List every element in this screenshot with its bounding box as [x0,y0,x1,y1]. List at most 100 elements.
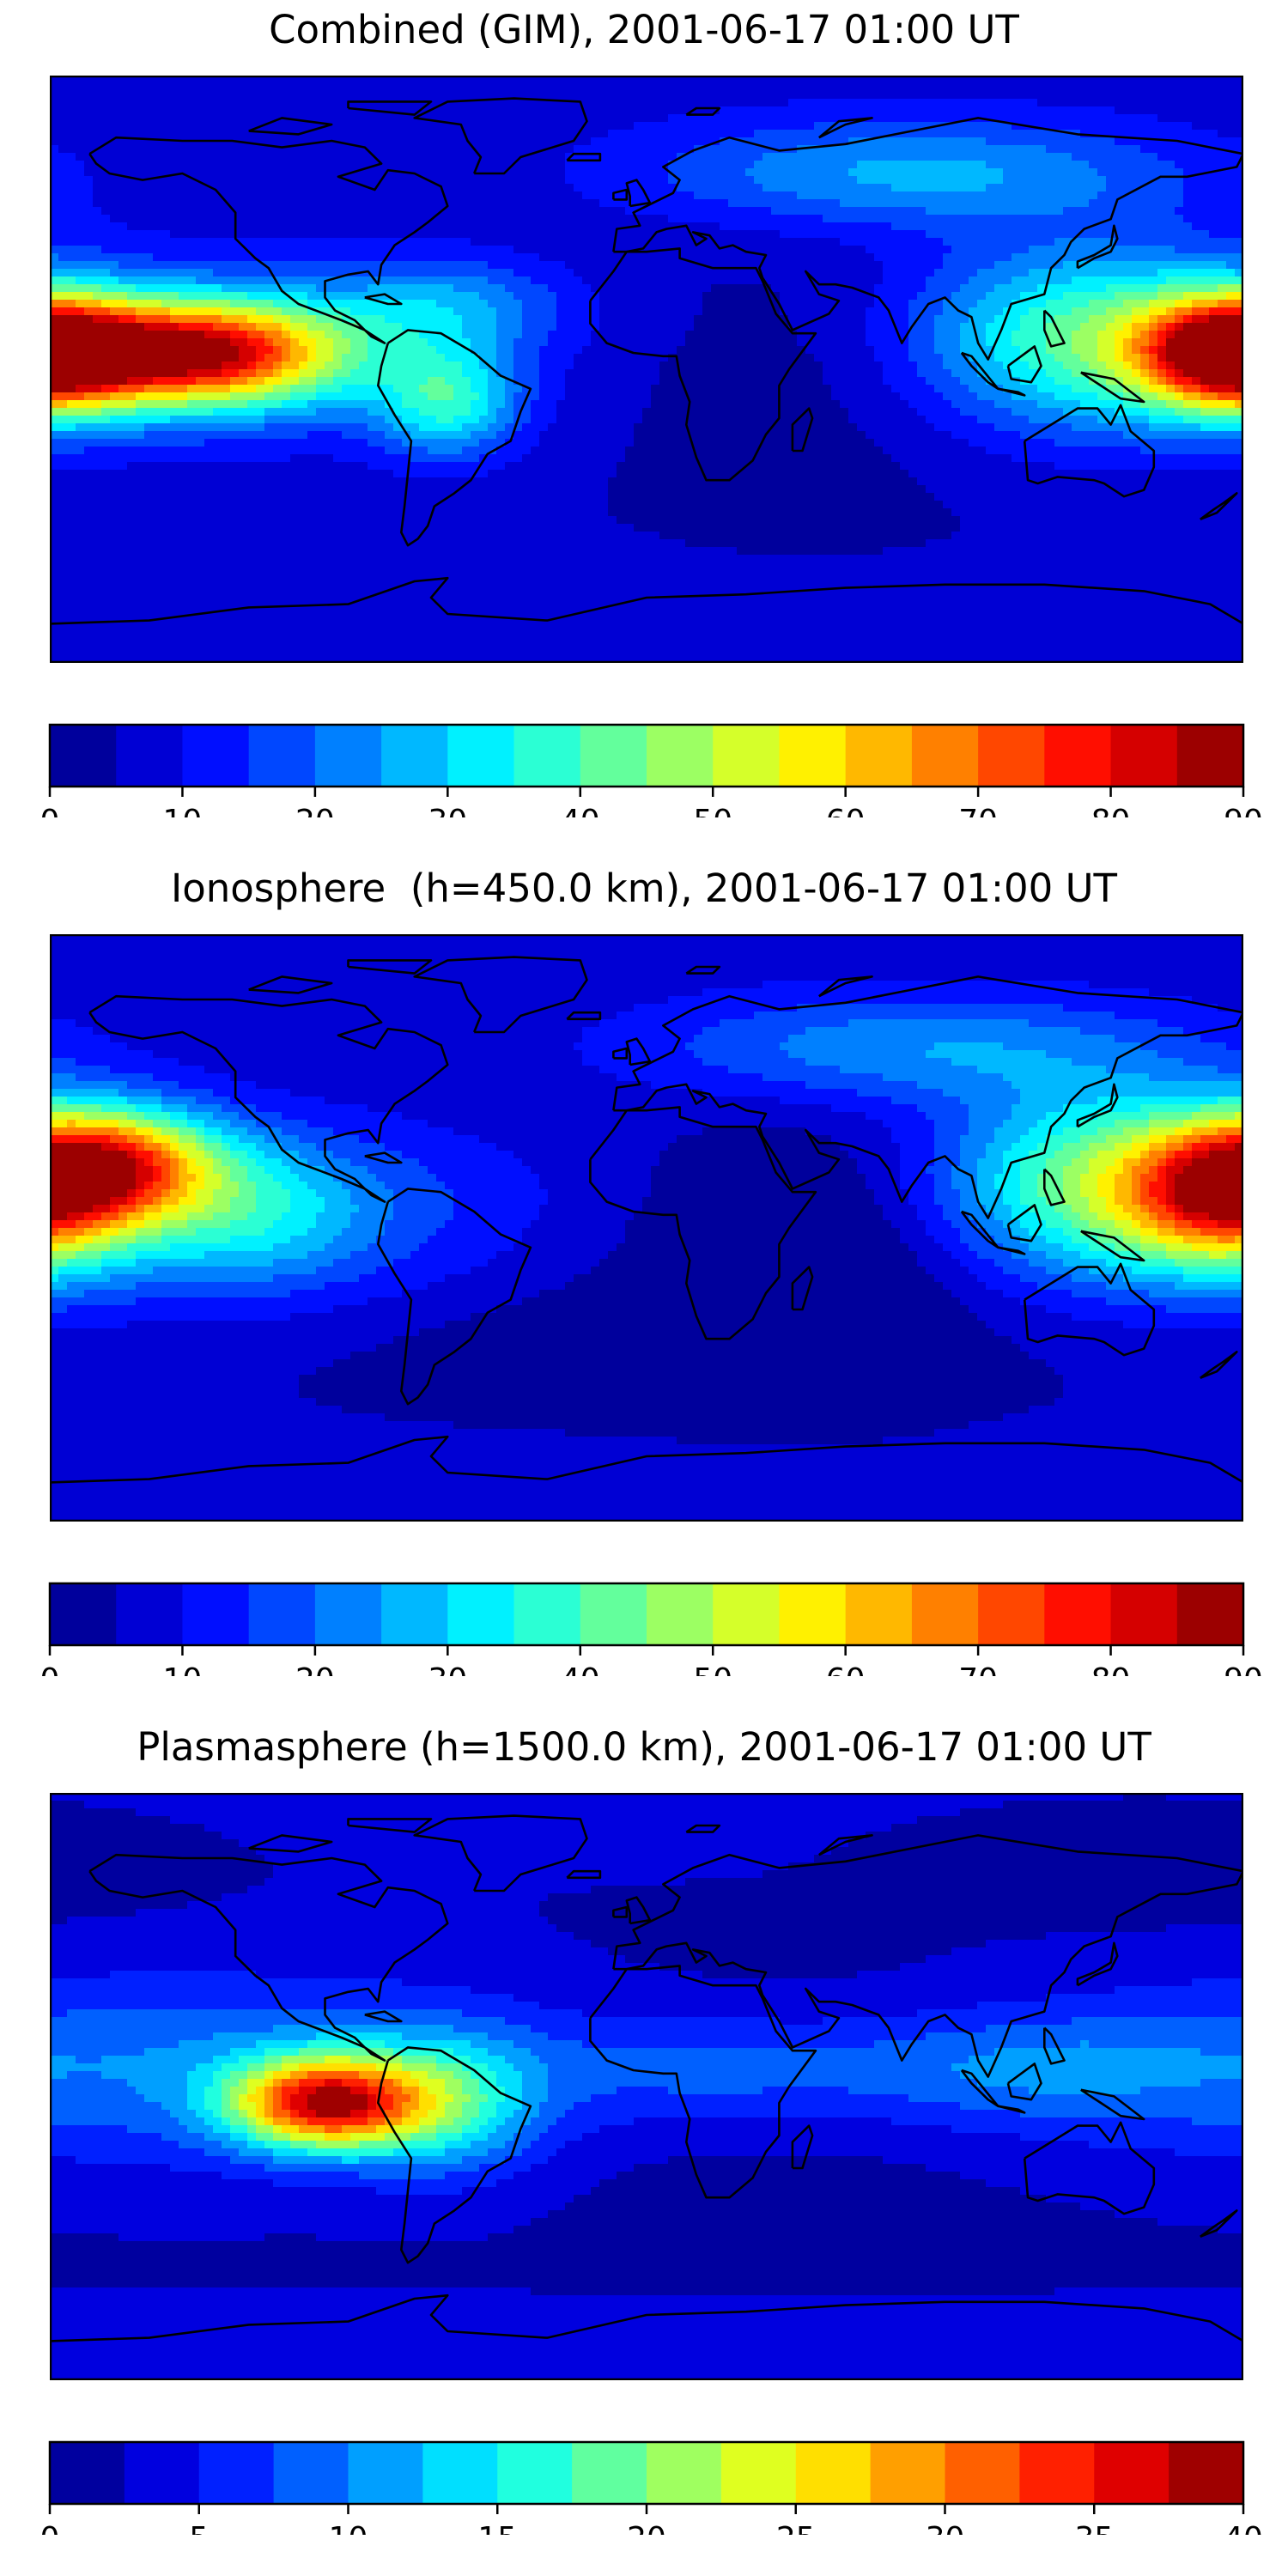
field-cell [900,114,909,123]
field-cell [1157,153,1167,161]
field-cell [926,323,935,331]
field-cell [1020,230,1030,239]
field-cell [385,168,394,177]
field-cell [50,145,59,154]
field-cell [574,145,583,154]
field-cell [934,91,944,100]
field-cell [256,130,265,138]
field-cell [994,161,1004,169]
field-cell [1157,315,1167,324]
field-cell [848,246,858,254]
field-cell [513,300,523,308]
field-cell [685,307,695,316]
field-cell [805,323,815,331]
field-cell [342,331,351,339]
field-cell [531,161,540,169]
field-cell [76,292,85,301]
field-cell [513,307,523,316]
field-cell [316,261,325,270]
field-cell [230,184,240,192]
field-cell [1054,230,1064,239]
field-cell [1037,114,1047,123]
field-cell [1020,292,1030,301]
field-cell [805,315,815,324]
field-cell [1175,292,1184,301]
field-cell [471,323,480,331]
field-cell [222,269,231,277]
field-cell [805,161,815,169]
field-cell [170,284,179,293]
field-cell [1157,168,1167,177]
field-cell [994,106,1004,115]
field-cell [857,269,866,277]
field-cell [651,91,660,100]
field-cell [840,99,849,107]
field-cell [685,191,695,200]
field-cell [282,338,291,347]
field-cell [1003,137,1012,146]
field-cell [617,307,626,316]
field-cell [1106,191,1115,200]
field-cell [771,191,781,200]
field-cell [574,199,583,208]
field-cell [1054,161,1064,169]
field-cell [101,269,111,277]
field-cell [857,207,866,216]
field-cell [720,130,729,138]
field-cell [994,284,1004,293]
field-cell [1175,114,1184,123]
field-cell [737,230,746,239]
field-cell [797,238,806,246]
field-cell [1200,83,1210,92]
field-cell [668,153,677,161]
field-cell [960,284,969,293]
field-cell [368,191,377,200]
field-cell [342,338,351,347]
field-cell [814,184,823,192]
field-cell [634,215,643,223]
field-cell [1089,346,1098,355]
field-cell [58,130,68,138]
field-cell [1157,122,1167,131]
field-cell [222,246,231,254]
field-cell [651,106,660,115]
field-cell [1037,238,1047,246]
field-cell [951,199,961,208]
field-cell [50,292,59,301]
field-cell [453,176,463,185]
field-cell [179,284,188,293]
field-cell [617,261,626,270]
field-cell [290,323,300,331]
field-cell [1072,91,1081,100]
field-cell [788,300,798,308]
field-cell [548,122,557,131]
field-cell [591,130,600,138]
field-cell [883,261,892,270]
field-cell [342,300,351,308]
field-cell [625,137,635,146]
field-cell [565,230,574,239]
field-cell [1106,83,1115,92]
field-cell [1063,76,1072,84]
field-cell [350,114,360,123]
field-cell [728,76,738,84]
field-cell [368,161,377,169]
field-cell [582,130,592,138]
field-cell [479,83,489,92]
field-cell [1012,222,1021,231]
field-cell [1089,130,1098,138]
field-cell [805,99,815,107]
field-cell [1140,300,1150,308]
field-cell [239,199,248,208]
field-cell [1046,122,1055,131]
field-cell [908,137,918,146]
field-cell [101,168,111,177]
field-cell [874,323,884,331]
field-cell [479,137,489,146]
field-cell [333,253,343,262]
field-cell [333,130,343,138]
field-cell [797,184,806,192]
field-cell [548,145,557,154]
field-cell [256,238,265,246]
field-cell [290,137,300,146]
